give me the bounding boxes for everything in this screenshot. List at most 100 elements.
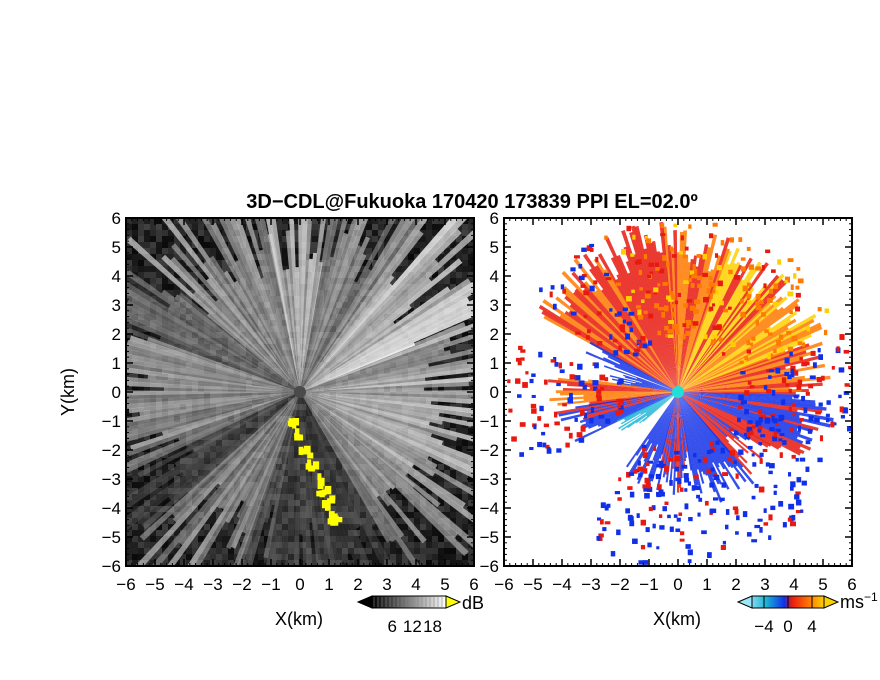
snr-beam-ray [300, 228, 462, 392]
velocity-speckle-cell [757, 408, 763, 415]
snr-noise-cell [132, 308, 138, 314]
snr-noise-cell [288, 500, 294, 506]
velocity-speckle-cell [629, 327, 634, 333]
snr-noise-cell [468, 380, 474, 386]
snr-noise-cell [354, 278, 360, 284]
velocity-speckle-cell [736, 417, 741, 423]
snr-noise-cell [312, 314, 318, 320]
snr-noise-cell [270, 524, 276, 530]
velocity-speckle-cell [767, 332, 773, 336]
snr-noise-cell [246, 368, 252, 374]
velocity-speckle-cell [769, 427, 775, 432]
velocity-speckle-cell [552, 303, 557, 310]
snr-noise-cell [138, 554, 144, 560]
snr-noise-cell [282, 470, 288, 476]
snr-noise-cell [198, 338, 204, 344]
snr-noise-cell [342, 494, 348, 500]
velocity-speckle-cell [788, 406, 792, 412]
snr-beam-ray [126, 305, 300, 392]
velocity-speckle-cell [596, 517, 602, 521]
velocity-wedge-ray [643, 392, 678, 462]
snr-noise-cell [282, 458, 288, 464]
snr-beam-ray [300, 261, 323, 392]
snr-noise-cell [126, 506, 132, 512]
snr-noise-cell [426, 548, 432, 554]
snr-noise-cell [276, 416, 282, 422]
snr-highlight-cell [317, 473, 322, 481]
snr-x-tick-label: 2 [353, 575, 362, 594]
velocity-speckle-cell [689, 270, 695, 275]
velocity-speckle-cell [716, 264, 722, 271]
snr-noise-cell [132, 410, 138, 416]
snr-noise-cell [126, 548, 132, 554]
snr-noise-cell [468, 224, 474, 230]
snr-beam-ray [300, 218, 364, 392]
snr-beam-ray [260, 277, 300, 392]
snr-noise-cell [276, 488, 282, 494]
snr-noise-cell [444, 278, 450, 284]
velocity-speckle-cell [746, 282, 751, 287]
velocity-speckle-cell [807, 429, 813, 434]
snr-y-tick-label: 3 [112, 296, 121, 315]
snr-beam-ray [300, 392, 427, 544]
snr-noise-cell [438, 278, 444, 284]
snr-noise-cell [408, 554, 414, 560]
velocity-speckle-cell [797, 379, 803, 386]
snr-noise-cell [144, 518, 150, 524]
snr-noise-cell [342, 536, 348, 542]
snr-noise-cell [180, 458, 186, 464]
snr-noise-cell [336, 488, 342, 494]
snr-noise-cell [186, 488, 192, 494]
snr-beam-ray [300, 286, 451, 392]
snr-highlight-cell [298, 446, 304, 455]
velocity-speckle-cell [541, 431, 546, 436]
velocity-wedge-ray [621, 392, 678, 431]
velocity-speckle-cell [654, 303, 660, 309]
snr-noise-cell [258, 470, 264, 476]
snr-noise-cell [378, 554, 384, 560]
velocity-speckle-cell [577, 363, 583, 370]
velocity-speckle-cell [583, 290, 590, 296]
snr-noise-cell [126, 374, 132, 380]
velocity-speckle-cell [716, 324, 722, 328]
velocity-speckle-cell [768, 375, 772, 379]
velocity-speckle-cell [590, 407, 595, 413]
velocity-speckle-cell [569, 392, 573, 398]
snr-noise-cell [450, 260, 456, 266]
snr-noise-cell [264, 368, 270, 374]
velocity-speckle-cell [708, 281, 712, 287]
snr-noise-cell [126, 500, 132, 506]
snr-radial-beams [126, 218, 474, 566]
velocity-speckle-cell [682, 254, 689, 259]
velocity-speckle-cell [773, 431, 777, 437]
snr-noise-cell [252, 518, 258, 524]
snr-y-tick-label: 1 [112, 354, 121, 373]
snr-noise-cell [420, 236, 426, 242]
snr-noise-cell [216, 344, 222, 350]
velocity-speckle-cell [775, 428, 781, 433]
velocity-speckle-cell [819, 435, 824, 442]
snr-noise-cell [312, 218, 318, 224]
velocity-wedge-ray [555, 390, 678, 394]
snr-x-tick-label: 6 [469, 575, 478, 594]
snr-noise-cell [324, 218, 330, 224]
velocity-speckle-cell [670, 304, 677, 309]
snr-noise-cell [294, 248, 300, 254]
velocity-wedge-ray [678, 322, 822, 392]
snr-noise-cell [150, 320, 156, 326]
snr-noise-cell [336, 476, 342, 482]
snr-noise-cell [342, 512, 348, 518]
snr-noise-cell [144, 494, 150, 500]
snr-noise-cell [462, 386, 468, 392]
velocity-wedge-ray [623, 374, 678, 392]
velocity-speckle-cell [606, 503, 611, 508]
velocity-wedge-ray [678, 255, 722, 392]
snr-noise-cell [294, 440, 300, 446]
snr-noise-cell [330, 506, 336, 512]
velocity-speckle-cell [625, 508, 631, 514]
velocity-speckle-cell [737, 405, 743, 410]
velocity-speckle-cell [739, 360, 744, 364]
velocity-speckle-cell [622, 307, 628, 312]
snr-noise-cell [300, 458, 306, 464]
velocity-speckle-cell [658, 268, 665, 274]
